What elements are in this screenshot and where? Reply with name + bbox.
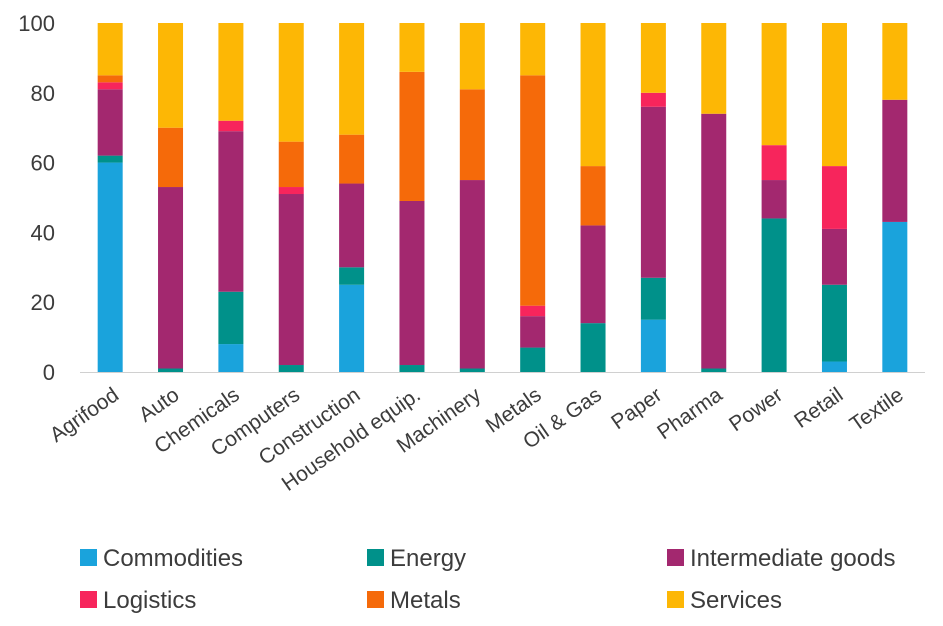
x-axis: Agrifood AutoChemicalsComputersConstructi… bbox=[46, 372, 925, 496]
bar-segment bbox=[821, 166, 847, 229]
bar-segment bbox=[701, 23, 727, 114]
y-tick-label: 40 bbox=[31, 220, 55, 245]
bar-segment bbox=[218, 131, 244, 292]
legend-swatch bbox=[80, 549, 97, 566]
bar-segment bbox=[459, 368, 485, 372]
legend-label: Intermediate goods bbox=[690, 545, 895, 572]
bar-segment bbox=[218, 291, 244, 345]
bar-segment bbox=[97, 82, 123, 90]
y-tick-label: 100 bbox=[18, 11, 55, 36]
legend-swatch bbox=[80, 591, 97, 608]
bar-segment bbox=[821, 361, 847, 372]
bar-segment bbox=[158, 368, 184, 372]
bar-segment bbox=[520, 316, 546, 348]
bar-segment bbox=[339, 267, 365, 285]
legend-item: Energy bbox=[367, 545, 466, 572]
legend-item: Metals bbox=[367, 587, 461, 614]
bar-segment bbox=[399, 71, 425, 201]
bar-segment bbox=[278, 23, 304, 142]
bar-segment bbox=[97, 162, 123, 372]
bar-segment bbox=[339, 134, 365, 184]
x-tick-label: Textile bbox=[846, 383, 908, 436]
bar-segment bbox=[580, 23, 606, 167]
bar-segment bbox=[158, 187, 184, 369]
legend-label: Logistics bbox=[103, 587, 196, 614]
bar-segment bbox=[701, 113, 727, 369]
bar-segment bbox=[580, 166, 606, 226]
bar-segment bbox=[821, 284, 847, 362]
bar-segment bbox=[640, 92, 666, 107]
bar-segment bbox=[640, 106, 666, 278]
bar-segment bbox=[399, 23, 425, 72]
y-tick-label: 20 bbox=[31, 290, 55, 315]
bar-segment bbox=[640, 23, 666, 93]
x-tick-label: Pharma bbox=[653, 383, 727, 444]
bars-group bbox=[97, 23, 908, 372]
y-axis: 0 20 40 60 80 100 bbox=[18, 11, 55, 385]
bar-segment bbox=[97, 89, 123, 156]
bar-segment bbox=[520, 23, 546, 76]
bar-segment bbox=[761, 180, 787, 219]
bar-segment bbox=[882, 23, 908, 100]
bar-segment bbox=[882, 221, 908, 372]
legend-swatch bbox=[367, 549, 384, 566]
legend-item: Logistics bbox=[80, 587, 196, 614]
bar-segment bbox=[218, 23, 244, 121]
bar-segment bbox=[278, 187, 304, 195]
bar-segment bbox=[158, 127, 184, 188]
y-tick-label: 80 bbox=[31, 81, 55, 106]
legend-swatch bbox=[367, 591, 384, 608]
legend-item: Intermediate goods bbox=[667, 545, 895, 572]
y-tick-label: 0 bbox=[43, 360, 55, 385]
legend-swatch bbox=[667, 591, 684, 608]
bar-segment bbox=[761, 218, 787, 372]
x-tick-label: Retail bbox=[790, 383, 847, 433]
bar-segment bbox=[580, 225, 606, 324]
bar-segment bbox=[640, 277, 666, 320]
bar-segment bbox=[459, 89, 485, 181]
bar-segment bbox=[520, 75, 546, 306]
y-tick-label: 60 bbox=[31, 151, 55, 176]
bar-segment bbox=[339, 183, 365, 268]
bar-segment bbox=[158, 23, 184, 128]
bar-segment bbox=[278, 194, 304, 366]
bar-segment bbox=[821, 23, 847, 167]
bar-segment bbox=[701, 368, 727, 372]
bar-segment bbox=[520, 347, 546, 372]
bar-segment bbox=[761, 23, 787, 146]
bar-segment bbox=[278, 141, 304, 188]
legend-label: Metals bbox=[390, 587, 461, 614]
bar-segment bbox=[339, 23, 365, 135]
bar-segment bbox=[339, 284, 365, 372]
bar-segment bbox=[761, 145, 787, 181]
bar-segment bbox=[278, 365, 304, 372]
legend-label: Energy bbox=[390, 545, 466, 572]
bar-segment bbox=[459, 23, 485, 90]
legend-item: Services bbox=[667, 587, 782, 614]
legend-item: Commodities bbox=[80, 545, 243, 572]
legend-label: Commodities bbox=[103, 545, 243, 572]
bar-segment bbox=[97, 75, 123, 83]
legend: Commodities Energy Intermediate goods Logis… bbox=[80, 545, 895, 614]
bar-segment bbox=[399, 200, 425, 366]
bar-segment bbox=[580, 323, 606, 372]
bar-segment bbox=[218, 120, 244, 132]
x-tick-label: Agrifood bbox=[46, 383, 123, 447]
legend-label: Services bbox=[690, 587, 782, 614]
bar-segment bbox=[821, 228, 847, 285]
bar-segment bbox=[97, 23, 123, 76]
bar-segment bbox=[97, 155, 123, 163]
bar-segment bbox=[218, 344, 244, 372]
x-tick-label: Power bbox=[725, 383, 787, 436]
bar-segment bbox=[882, 99, 908, 222]
bar-segment bbox=[399, 365, 425, 372]
bar-segment bbox=[520, 305, 546, 317]
legend-swatch bbox=[667, 549, 684, 566]
bar-segment bbox=[640, 319, 666, 372]
bar-segment bbox=[459, 180, 485, 369]
